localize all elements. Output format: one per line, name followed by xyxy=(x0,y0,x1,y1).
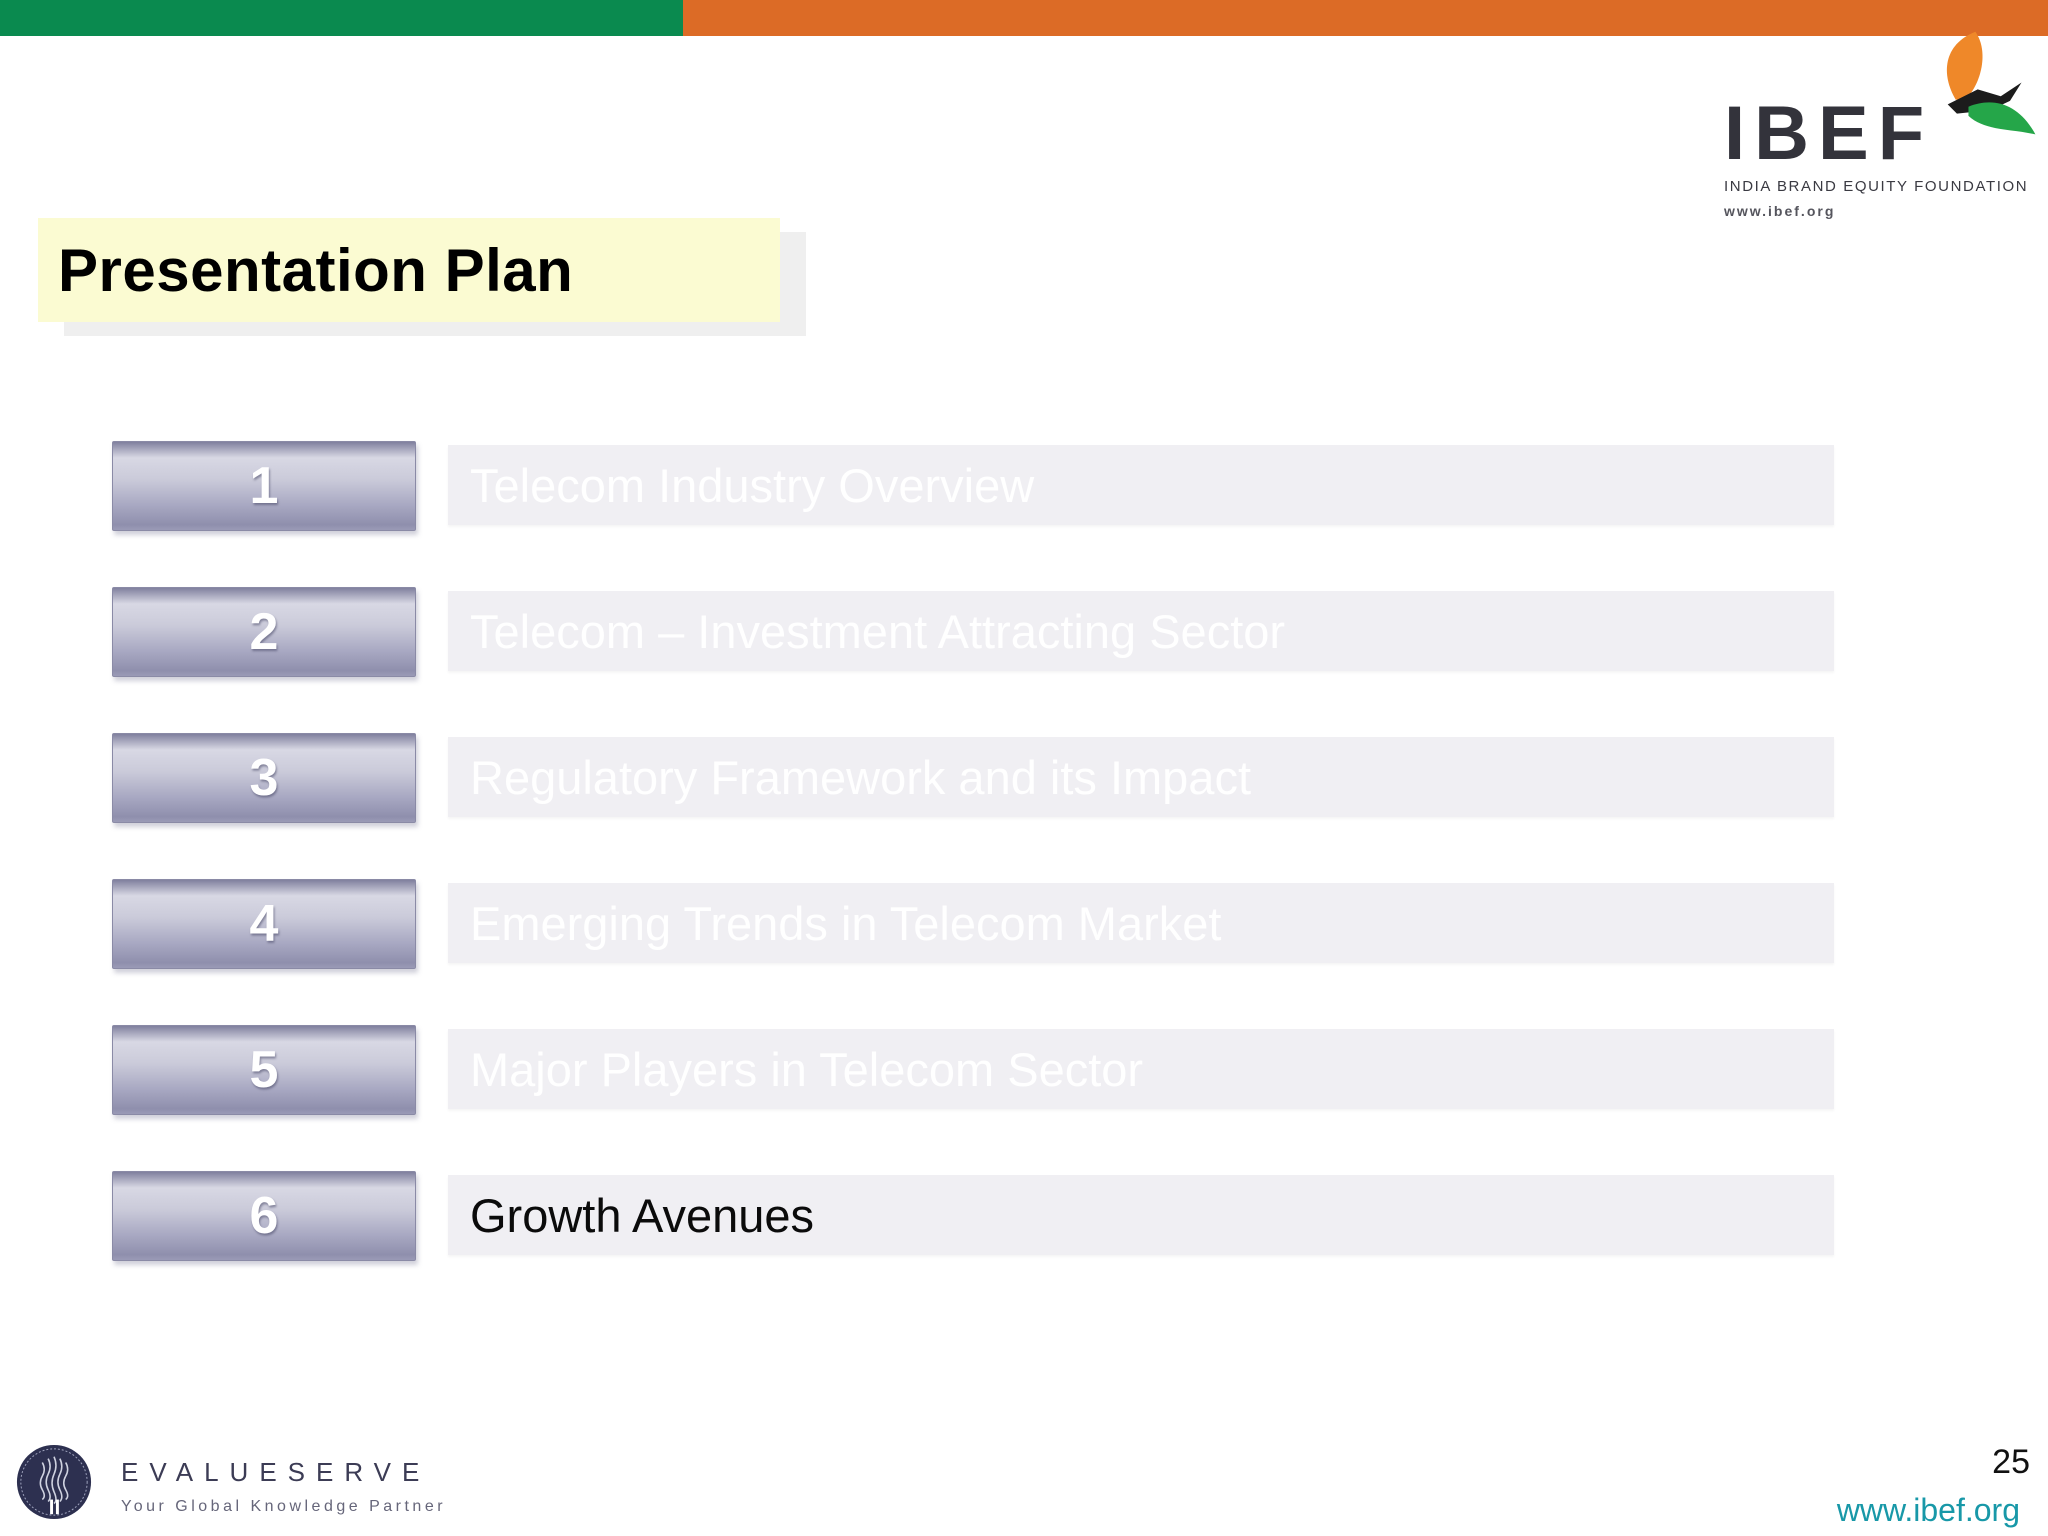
agenda-label-bar: Regulatory Framework and its Impact xyxy=(448,737,1834,817)
agenda-label-bar: Telecom Industry Overview xyxy=(448,445,1834,525)
agenda-label-bar: Telecom – Investment Attracting Sector xyxy=(448,591,1834,671)
slide-title-box: Presentation Plan xyxy=(38,218,780,322)
evalueserve-tree-icon xyxy=(16,1444,92,1520)
agenda-label-bar: Major Players in Telecom Sector xyxy=(448,1029,1834,1109)
agenda-number-button-5: 5 xyxy=(112,1025,416,1115)
agenda-row-3: 3 Regulatory Framework and its Impact xyxy=(0,733,2048,825)
agenda-number: 1 xyxy=(249,457,279,515)
top-bar-orange-segment xyxy=(683,0,2048,36)
agenda-number: 5 xyxy=(249,1041,279,1099)
agenda-label: Telecom Industry Overview xyxy=(470,458,1035,512)
agenda-number-button-4: 4 xyxy=(112,879,416,969)
evalueserve-tagline: Your Global Knowledge Partner xyxy=(121,1498,447,1515)
agenda-label: Growth Avenues xyxy=(470,1188,815,1242)
agenda-label: Regulatory Framework and its Impact xyxy=(470,750,1252,804)
agenda-number: 6 xyxy=(249,1187,279,1245)
agenda-row-1: 1 Telecom Industry Overview xyxy=(0,441,2048,533)
agenda-number: 3 xyxy=(249,749,279,807)
footer-ibef-link[interactable]: www.ibef.org xyxy=(1836,1492,2020,1528)
ibef-logo: IBEF INDIA BRAND EQUITY FOUNDATION www.i… xyxy=(1724,31,2036,219)
ibef-logo-url: www.ibef.org xyxy=(1724,203,1836,219)
ibef-wordmark: IBEF xyxy=(1724,91,1934,176)
agenda-number: 2 xyxy=(249,603,279,661)
page-number: 25 xyxy=(1992,1443,2030,1481)
agenda-label: Emerging Trends in Telecom Market xyxy=(470,896,1222,950)
agenda-number-button-6: 6 xyxy=(112,1171,416,1261)
agenda-label: Major Players in Telecom Sector xyxy=(470,1042,1144,1096)
agenda-number-button-2: 2 xyxy=(112,587,416,677)
agenda-row-5: 5 Major Players in Telecom Sector xyxy=(0,1025,2048,1117)
top-bar-green-segment xyxy=(0,0,683,36)
agenda-label-bar: Growth Avenues xyxy=(448,1175,1834,1255)
ibef-subtitle: INDIA BRAND EQUITY FOUNDATION xyxy=(1724,178,2029,195)
agenda-row-2: 2 Telecom – Investment Attracting Sector xyxy=(0,587,2048,679)
agenda-number-button-3: 3 xyxy=(112,733,416,823)
page-title: Presentation Plan xyxy=(58,236,574,304)
evalueserve-name: EVALUESERVE xyxy=(121,1457,431,1487)
agenda-label-bar: Emerging Trends in Telecom Market xyxy=(448,883,1834,963)
top-color-bar xyxy=(0,0,2048,36)
ibef-bird-icon xyxy=(1946,31,2036,135)
agenda-row-4: 4 Emerging Trends in Telecom Market xyxy=(0,879,2048,971)
agenda-label: Telecom – Investment Attracting Sector xyxy=(470,604,1286,658)
agenda-number-button-1: 1 xyxy=(112,441,416,531)
agenda-number: 4 xyxy=(249,895,279,953)
agenda-row-6-active: 6 Growth Avenues xyxy=(0,1171,2048,1263)
evalueserve-logo: EVALUESERVE Your Global Knowledge Partne… xyxy=(15,1443,446,1521)
